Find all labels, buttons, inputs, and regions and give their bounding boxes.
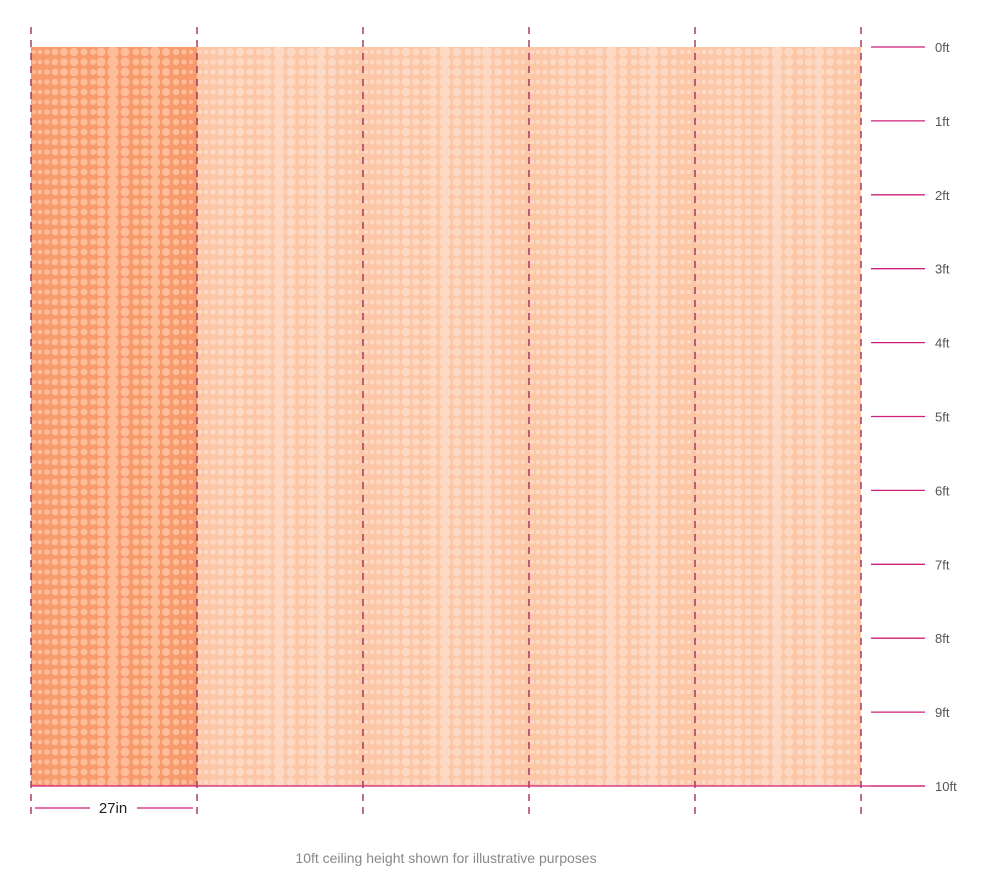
ruler-label: 8ft <box>935 631 950 646</box>
wallpaper-panel <box>529 47 695 786</box>
panel-width-dimension: 27in <box>35 800 193 817</box>
ruler-label: 4ft <box>935 336 950 351</box>
panel-width-label: 27in <box>99 800 127 817</box>
ruler-label: 3ft <box>935 262 950 277</box>
illustration-caption: 10ft ceiling height shown for illustrati… <box>295 850 597 866</box>
ruler-label: 9ft <box>935 705 950 720</box>
wallpaper-panel <box>197 47 363 786</box>
wallpaper-panel <box>695 47 861 786</box>
wallpaper-panel <box>363 47 529 786</box>
panel-seams <box>30 27 862 820</box>
ruler-label: 6ft <box>935 483 950 498</box>
wallpaper-panels <box>31 47 861 786</box>
ruler-label: 10ft <box>935 779 957 794</box>
wallpaper-panel-highlighted <box>31 47 197 786</box>
ruler-label: 2ft <box>935 188 950 203</box>
ruler-label: 5ft <box>935 410 950 425</box>
ruler-label: 7ft <box>935 557 950 572</box>
ruler-label: 0ft <box>935 40 950 55</box>
ruler-label: 1ft <box>935 114 950 129</box>
height-ruler: 0ft 1ft 2ft 3ft 4ft 5ft 6ft 7ft 8ft 9ft 10ft <box>871 40 957 794</box>
